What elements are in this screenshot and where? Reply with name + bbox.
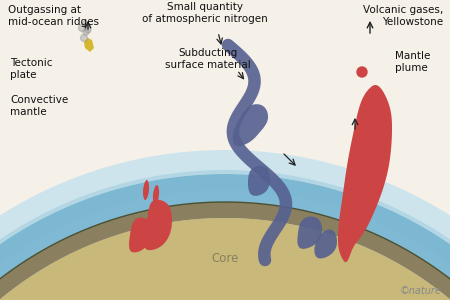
Text: Core: Core [212, 251, 239, 265]
Text: Volcanic gases,
Yellowstone: Volcanic gases, Yellowstone [363, 5, 443, 27]
Text: Mantle
plume: Mantle plume [395, 51, 430, 73]
Text: Outgassing at
mid-ocean ridges: Outgassing at mid-ocean ridges [8, 5, 99, 27]
Circle shape [85, 27, 91, 33]
Text: Tectonic
plate: Tectonic plate [10, 58, 53, 80]
Text: ©nature: ©nature [400, 286, 442, 296]
Circle shape [78, 25, 86, 32]
Polygon shape [233, 104, 268, 146]
Polygon shape [0, 150, 450, 300]
Polygon shape [129, 218, 151, 252]
Text: Small quantity
of atmospheric nitrogen: Small quantity of atmospheric nitrogen [142, 2, 268, 24]
Polygon shape [338, 85, 392, 262]
Text: Convective
mantle: Convective mantle [10, 95, 68, 117]
Circle shape [83, 29, 89, 35]
Polygon shape [153, 185, 159, 205]
Circle shape [81, 34, 87, 41]
Text: Subducting
surface material: Subducting surface material [165, 48, 251, 70]
Polygon shape [84, 38, 94, 52]
Polygon shape [143, 180, 149, 200]
Circle shape [82, 21, 88, 27]
Polygon shape [0, 174, 450, 300]
Polygon shape [315, 230, 337, 259]
Circle shape [357, 67, 367, 77]
Polygon shape [248, 166, 270, 196]
Polygon shape [0, 202, 450, 300]
Polygon shape [0, 218, 450, 300]
Polygon shape [0, 170, 450, 300]
Polygon shape [297, 217, 322, 249]
Polygon shape [144, 200, 172, 250]
